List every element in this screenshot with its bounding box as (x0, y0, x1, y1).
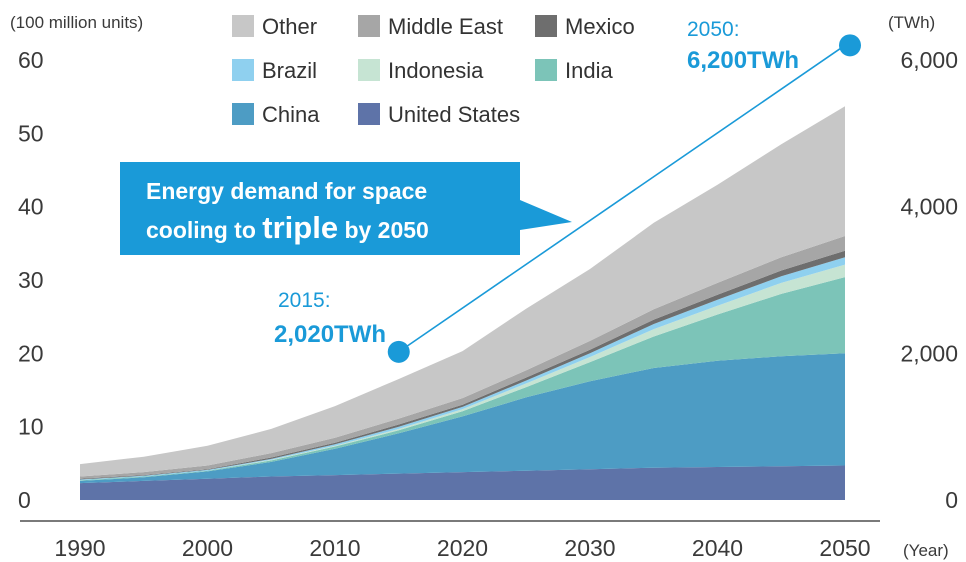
legend-label: Mexico (565, 14, 635, 39)
legend-item-china: China (232, 102, 320, 127)
legend-label: Other (262, 14, 317, 39)
left-y-tick-label: 30 (18, 267, 44, 293)
legend-swatch (232, 59, 254, 81)
point-2050 (839, 34, 861, 57)
legend-label: India (565, 58, 613, 83)
legend-item-other: Other (232, 14, 317, 39)
right-y-tick-label: 2,000 (900, 340, 958, 366)
annotations: 2015: 2,020TWh 2050: 6,200TWh (274, 18, 861, 363)
legend-item-india: India (535, 58, 613, 83)
legend-label: Indonesia (388, 58, 484, 83)
area-china (80, 353, 845, 484)
x-tick-label: 2030 (564, 535, 615, 561)
callout-line-1: Energy demand for space (146, 178, 427, 204)
right-axis-unit: (TWh) (888, 13, 935, 32)
annotation-2015-year: 2015: (278, 289, 331, 312)
legend-swatch (232, 103, 254, 125)
left-y-tick-label: 50 (18, 120, 44, 146)
left-y-tick-label: 40 (18, 194, 44, 220)
x-axis-ticks: 1990 2000 2010 2020 2030 2040 2050 (54, 535, 870, 561)
x-tick-label: 2010 (309, 535, 360, 561)
annotation-2015-value: 2,020TWh (274, 321, 386, 348)
axes: (100 million units) (TWh) (Year) 1990 200… (10, 13, 958, 561)
legend-swatch (358, 103, 380, 125)
legend-swatch (535, 15, 557, 37)
right-y-axis-ticks: 0 2,000 4,000 6,000 (900, 47, 958, 513)
annotation-2050-year: 2050: (687, 18, 740, 41)
x-tick-label: 2050 (819, 535, 870, 561)
legend-item-united-states: United States (358, 102, 520, 127)
callout-line-2-start: cooling to (146, 217, 262, 243)
x-tick-label: 1990 (54, 535, 105, 561)
legend-swatch (535, 59, 557, 81)
legend-item-indonesia: Indonesia (358, 58, 484, 83)
legend-swatch (358, 15, 380, 37)
legend-item-mexico: Mexico (535, 14, 635, 39)
legend-swatch (358, 59, 380, 81)
legend-item-middle-east: Middle East (358, 14, 503, 39)
left-y-tick-label: 0 (18, 487, 31, 513)
legend-item-brazil: Brazil (232, 58, 317, 83)
legend-swatch (232, 15, 254, 37)
area-other (80, 106, 845, 477)
left-y-tick-label: 20 (18, 340, 44, 366)
legend-label: United States (388, 102, 520, 127)
x-tick-label: 2020 (437, 535, 488, 561)
x-axis-unit: (Year) (903, 541, 949, 560)
callout-emphasis: triple (262, 210, 338, 245)
area-united-states (80, 465, 845, 500)
legend-label: China (262, 102, 320, 127)
annotation-2050-value: 6,200TWh (687, 47, 799, 74)
legend-label: Middle East (388, 14, 503, 39)
point-2015 (387, 340, 410, 363)
right-y-tick-label: 4,000 (900, 194, 958, 220)
right-y-tick-label: 0 (945, 487, 958, 513)
legend-label: Brazil (262, 58, 317, 83)
x-tick-label: 2000 (182, 535, 233, 561)
callout-shape (120, 162, 572, 255)
stacked-area-series (80, 106, 845, 500)
callout-line-2-end: by 2050 (338, 217, 429, 243)
left-y-tick-label: 10 (18, 414, 44, 440)
left-y-tick-label: 60 (18, 47, 44, 73)
x-tick-label: 2040 (692, 535, 743, 561)
callout-line-2: cooling to triple by 2050 (146, 210, 429, 245)
callout-box: Energy demand for space cooling to tripl… (120, 162, 572, 255)
left-axis-unit: (100 million units) (10, 13, 143, 32)
twh-trend-line (398, 44, 846, 353)
left-y-axis-ticks: 0 10 20 30 40 50 60 (18, 47, 44, 513)
legend: Other Middle East Mexico Brazil Indonesia Ind… (232, 14, 635, 127)
right-y-tick-label: 6,000 (900, 47, 958, 73)
